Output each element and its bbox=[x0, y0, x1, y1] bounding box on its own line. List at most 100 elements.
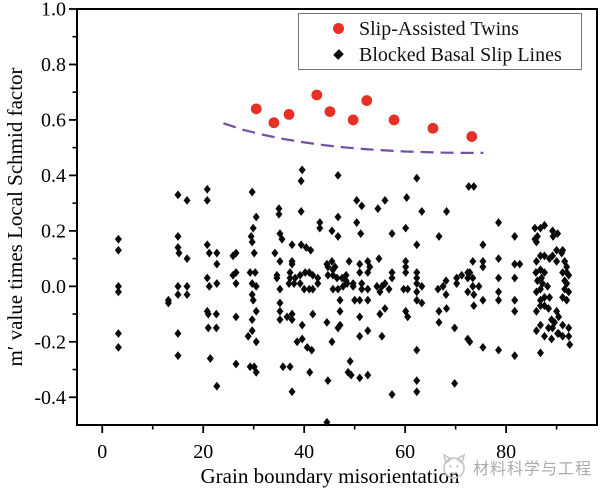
scatter-point-basal bbox=[323, 417, 331, 427]
scatter-point-basal bbox=[536, 301, 544, 311]
scatter-point-basal bbox=[532, 256, 540, 266]
scatter-point-basal bbox=[246, 362, 254, 372]
watermark: 材料科学与工程 bbox=[439, 453, 592, 481]
scatter-point-basal bbox=[549, 323, 557, 333]
scatter-point-basal bbox=[540, 268, 548, 277]
scatter-point-basal bbox=[536, 348, 544, 358]
scatter-point-basal bbox=[479, 256, 487, 266]
scatter-point-basal bbox=[203, 240, 211, 250]
scatter-point-basal bbox=[443, 304, 451, 313]
scatter-point-basal bbox=[479, 240, 487, 250]
scatter-point-basal bbox=[336, 320, 344, 330]
scatter-point-basal bbox=[549, 232, 557, 241]
x-tick-label: 20 bbox=[193, 441, 213, 463]
scatter-point-basal bbox=[276, 284, 284, 294]
scatter-point-basal bbox=[296, 279, 304, 288]
scatter-point-basal bbox=[213, 381, 221, 391]
scatter-point-basal bbox=[252, 306, 260, 316]
legend-marker-cell bbox=[317, 49, 359, 60]
scatter-point-basal bbox=[532, 326, 540, 336]
scatter-point-basal bbox=[402, 223, 410, 233]
scatter-point-basal bbox=[183, 290, 191, 300]
scatter-point-basal bbox=[388, 273, 396, 283]
scatter-point-basal bbox=[183, 281, 191, 291]
scatter-point-basal bbox=[435, 317, 443, 327]
scatter-point-basal bbox=[356, 331, 364, 341]
scatter-point-basal bbox=[388, 268, 396, 277]
scatter-point-basal bbox=[551, 317, 559, 327]
cat-logo-icon bbox=[442, 453, 466, 479]
scatter-point-basal bbox=[563, 268, 571, 277]
scatter-point-basal bbox=[364, 268, 372, 277]
scatter-point-basal bbox=[309, 284, 317, 294]
scatter-point-basal bbox=[324, 262, 332, 272]
scatter-point-basal bbox=[314, 273, 322, 283]
scatter-point-basal bbox=[540, 293, 548, 302]
scatter-point-basal bbox=[511, 273, 519, 283]
scatter-point-basal bbox=[565, 270, 573, 280]
scatter-point-basal bbox=[466, 268, 474, 277]
scatter-point-basal bbox=[290, 279, 298, 288]
scatter-point-basal bbox=[252, 337, 260, 347]
scatter-point-basal bbox=[559, 268, 567, 277]
scatter-point-basal bbox=[353, 218, 361, 227]
scatter-point-basal bbox=[232, 279, 240, 288]
scatter-point-basal bbox=[212, 323, 220, 333]
scatter-point-basal bbox=[376, 309, 384, 319]
trend-dashed-curve bbox=[223, 122, 484, 154]
scatter-point-basal bbox=[232, 359, 240, 369]
legend-label-basal: Blocked Basal Slip Lines bbox=[359, 43, 562, 66]
scatter-point-basal bbox=[342, 276, 350, 286]
scatter-point-basal bbox=[545, 304, 553, 313]
scatter-point-twin bbox=[250, 103, 262, 115]
scatter-point-basal bbox=[566, 340, 574, 349]
scatter-point-basal bbox=[563, 295, 571, 305]
y-tick-label: 0.4 bbox=[41, 165, 66, 187]
x-axis-title: Grain boundary misorientation bbox=[201, 464, 460, 488]
scatter-point-basal bbox=[286, 362, 294, 372]
scatter-point-basal bbox=[470, 301, 478, 311]
scatter-point-basal bbox=[464, 287, 472, 297]
scatter-point-basal bbox=[553, 245, 561, 255]
scatter-point-basal bbox=[316, 218, 324, 227]
scatter-point-basal bbox=[174, 281, 182, 291]
legend-label-twins: Slip-Assisted Twins bbox=[359, 17, 519, 40]
scatter-point-basal bbox=[276, 256, 284, 266]
scatter-point-basal bbox=[297, 240, 305, 250]
scatter-point-basal bbox=[364, 295, 372, 305]
scatter-point-basal bbox=[376, 287, 384, 297]
scatter-point-basal bbox=[536, 223, 544, 233]
scatter-point-basal bbox=[458, 270, 466, 280]
scatter-point-basal bbox=[511, 295, 519, 305]
scatter-point-basal bbox=[559, 331, 567, 341]
scatter-point-basal bbox=[288, 240, 296, 250]
scatter-point-basal bbox=[511, 259, 519, 269]
scatter-point-basal bbox=[114, 342, 122, 352]
scatter-point-basal bbox=[251, 268, 259, 277]
scatter-point-basal bbox=[479, 295, 487, 305]
scatter-point-basal bbox=[301, 268, 309, 277]
scatter-point-basal bbox=[356, 373, 364, 383]
scatter-point-basal bbox=[356, 259, 364, 269]
scatter-point-basal bbox=[495, 218, 503, 227]
y-tick-label: 1.0 bbox=[41, 0, 66, 21]
scatter-point-basal bbox=[246, 268, 254, 277]
y-tick-label: -0.2 bbox=[34, 331, 66, 353]
scatter-point-basal bbox=[328, 337, 336, 347]
scatter-point-basal bbox=[174, 232, 182, 241]
scatter-point-basal bbox=[356, 268, 364, 277]
scatter-point-basal bbox=[536, 320, 544, 330]
scatter-point-basal bbox=[309, 309, 317, 319]
scatter-point-twin bbox=[268, 117, 280, 129]
scatter-point-basal bbox=[174, 329, 182, 338]
y-tick-label: 0.8 bbox=[41, 54, 66, 76]
scatter-point-basal bbox=[249, 223, 257, 233]
scatter-point-basal bbox=[345, 256, 353, 266]
scatter-point-basal bbox=[495, 345, 503, 355]
scatter-point-basal bbox=[276, 298, 284, 308]
scatter-point-twin bbox=[388, 114, 400, 126]
scatter-point-basal bbox=[413, 287, 421, 297]
scatter-point-basal bbox=[404, 312, 412, 322]
scatter-point-basal bbox=[469, 281, 477, 291]
scatter-point-twin bbox=[361, 95, 373, 106]
